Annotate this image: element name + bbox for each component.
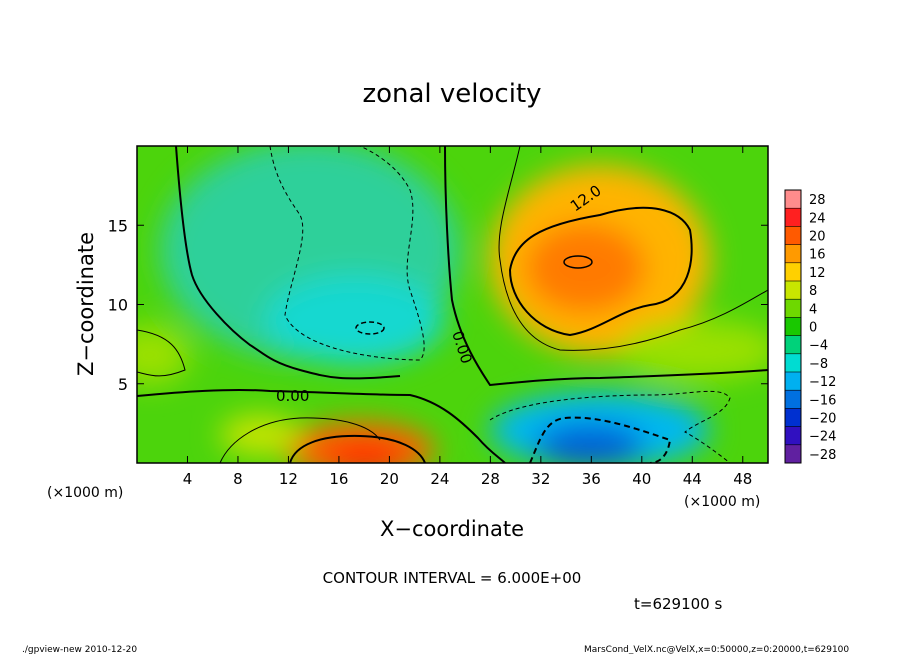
x-tick-label: 32 [531,470,550,488]
x-tick-label: 24 [430,470,449,488]
plot-area [137,146,768,463]
x-tick-label: 4 [183,470,193,488]
colorbar-label: 20 [809,230,826,245]
x-axis-ticks: 4 8 12 16 20 24 28 32 36 40 44 48 [183,146,752,488]
x-tick-label: 36 [582,470,601,488]
x-tick-label: 44 [683,470,702,488]
x-axis-label: X−coordinate [380,517,524,541]
y-tick-label: 5 [118,375,128,394]
colorbar-label: 16 [809,248,826,263]
colorbar-label: 0 [809,321,817,336]
colorbar-label: 8 [809,284,817,299]
x-tick-label: 20 [380,470,399,488]
colorbar-label: −20 [809,412,836,427]
footer-left: ./gpview-new 2010-12-20 [22,645,137,654]
contour-interval-text: CONTOUR INTERVAL = 6.000E+00 [323,569,582,587]
colorbar-swatch [785,353,801,373]
colorbar-swatch [785,226,801,246]
colorbar-swatch [785,335,801,355]
colorbar-swatch [785,299,801,318]
colorbar-swatch [785,208,801,227]
x-tick-label: 48 [733,470,752,488]
colorbar-swatch [785,390,801,409]
x-tick-label: 40 [632,470,651,488]
colorbar-label: −12 [809,375,836,390]
colorbar-label: 12 [809,266,826,281]
x-tick-label: 28 [481,470,500,488]
colorbar-label: −8 [809,357,828,372]
contour-label-zero-lower: 0.00 [276,387,309,405]
y-axis-label: Z−coordinate [74,232,98,376]
time-text: t=629100 s [634,595,722,613]
colorbar-label: 4 [809,302,817,317]
y-axis-ticks: 5 10 15 [108,216,768,394]
y-tick-label: 10 [108,296,128,315]
colorbar: 28 24 20 16 12 8 4 0 −4 −8 −12 −16 −20 −24 −28 [784,189,836,464]
colorbar-label: 28 [809,193,826,208]
chart-title: zonal velocity [362,79,541,109]
colorbar-swatch [785,408,801,428]
footer-right: MarsCond_VelX.nc@VelX,x=0:50000,z=0:2000… [584,645,849,654]
x-unit-right: (×1000 m) [684,494,760,510]
colorbar-swatch [785,190,801,209]
colorbar-label: 24 [809,211,826,226]
colorbar-swatch [785,372,801,391]
colorbar-swatch [785,317,801,337]
colorbar-swatch [785,262,801,282]
colorbar-swatch [785,426,801,446]
contour-lines [137,146,768,463]
colorbar-label: −4 [809,339,828,354]
x-unit-left: (×1000 m) [47,485,123,501]
colorbar-label: −24 [809,430,836,445]
colorbar-swatch [785,244,801,264]
x-tick-label: 16 [329,470,348,488]
x-tick-label: 8 [233,470,243,488]
colorbar-swatch [785,444,801,464]
x-tick-label: 12 [279,470,298,488]
colorbar-label: −16 [809,393,836,408]
y-tick-label: 15 [108,216,128,235]
colorbar-label: −28 [809,448,836,463]
colorbar-swatch [785,281,801,300]
